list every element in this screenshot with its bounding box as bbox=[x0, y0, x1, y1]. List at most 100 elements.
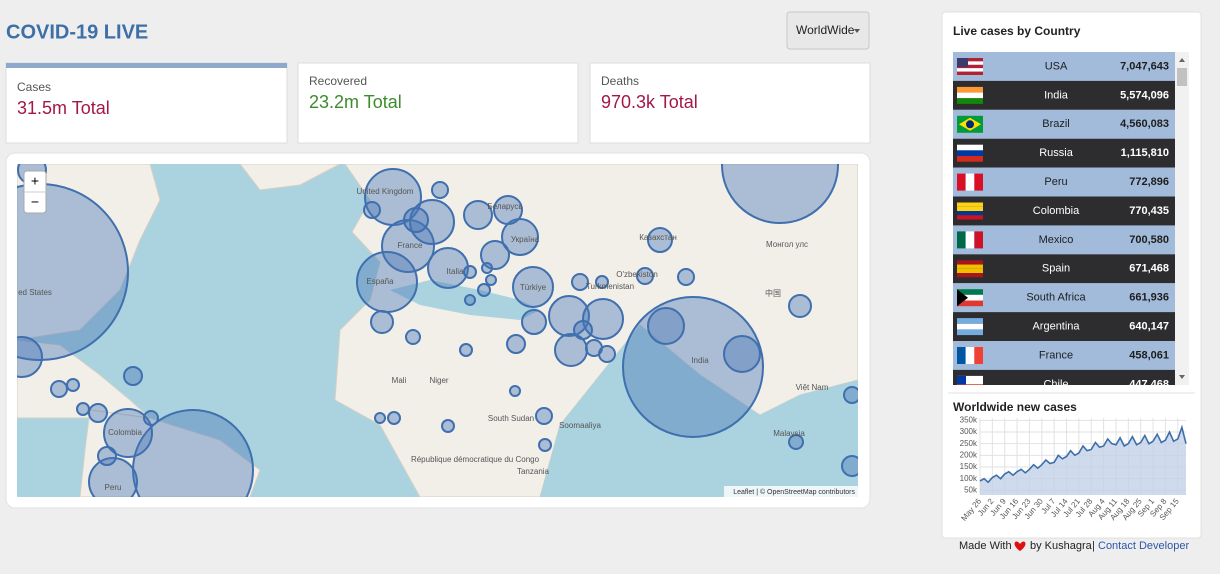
case-circle[interactable] bbox=[463, 265, 477, 279]
case-circle[interactable] bbox=[485, 274, 497, 286]
case-circle[interactable] bbox=[788, 434, 804, 450]
case-circle[interactable] bbox=[509, 385, 521, 397]
case-circle[interactable] bbox=[512, 266, 554, 308]
row-bg bbox=[953, 283, 1175, 313]
dropdown-label[interactable]: WorldWide bbox=[796, 23, 855, 37]
heart bbox=[1014, 541, 1026, 551]
case-circle[interactable] bbox=[381, 219, 435, 273]
case-circle[interactable] bbox=[521, 309, 547, 335]
case-circle[interactable] bbox=[721, 107, 839, 224]
table-row[interactable]: USA 7,047,643 bbox=[953, 52, 1175, 81]
stat-card[interactable]: Recovered 23.2m Total bbox=[297, 62, 579, 144]
case-circle[interactable] bbox=[548, 295, 590, 337]
case-circle[interactable] bbox=[788, 294, 812, 318]
case-circle[interactable] bbox=[88, 403, 108, 423]
case-circle[interactable] bbox=[598, 345, 616, 363]
line bbox=[979, 424, 1187, 484]
stat-card[interactable]: Deaths 970.3k Total bbox=[589, 62, 871, 144]
table-row[interactable]: South Africa 661,936 bbox=[953, 283, 1175, 313]
case-count: 700,580 bbox=[1129, 234, 1169, 246]
row-bg bbox=[953, 138, 1175, 168]
table-row[interactable]: Russia 1,115,810 bbox=[953, 138, 1175, 168]
dropdown[interactable]: WorldWide bbox=[786, 11, 870, 50]
table-row[interactable]: Peru 772,896 bbox=[953, 167, 1175, 197]
case-circle[interactable] bbox=[387, 411, 401, 425]
case-circle[interactable] bbox=[431, 181, 449, 199]
country-name: Colombia bbox=[1033, 205, 1080, 217]
area bbox=[980, 427, 1186, 495]
case-circle[interactable] bbox=[493, 195, 523, 225]
table-row[interactable]: Mexico 700,580 bbox=[953, 225, 1175, 255]
case-circle[interactable] bbox=[374, 412, 386, 424]
case-circle[interactable] bbox=[2, 336, 43, 378]
row-bg bbox=[953, 369, 1175, 385]
case-circle[interactable] bbox=[622, 296, 764, 438]
case-circle[interactable] bbox=[403, 207, 429, 233]
case-circle[interactable] bbox=[441, 419, 455, 433]
case-circle[interactable] bbox=[66, 378, 80, 392]
case-circle[interactable] bbox=[370, 310, 394, 334]
table-row[interactable]: Colombia 770,435 bbox=[953, 196, 1175, 226]
case-circle[interactable] bbox=[363, 201, 381, 219]
case-circle[interactable] bbox=[143, 410, 159, 426]
map-label: Colombia bbox=[108, 428, 142, 437]
y-tick-label: 150k bbox=[960, 462, 978, 471]
case-circle[interactable] bbox=[538, 438, 552, 452]
case-circle[interactable] bbox=[76, 402, 90, 416]
map-label: Tanzania bbox=[517, 467, 550, 476]
card-box bbox=[5, 62, 288, 144]
case-circle[interactable] bbox=[571, 273, 589, 291]
case-circle[interactable] bbox=[481, 262, 493, 274]
case-circle[interactable] bbox=[480, 240, 510, 270]
case-circle[interactable] bbox=[463, 200, 493, 230]
footer-link[interactable]: Contact Developer bbox=[1098, 540, 1189, 552]
case-circle[interactable] bbox=[843, 386, 860, 404]
case-circle[interactable] bbox=[723, 335, 761, 373]
scrollbar-track[interactable] bbox=[1175, 52, 1189, 385]
zoom-out[interactable]: − bbox=[31, 194, 39, 210]
case-count: 7,047,643 bbox=[1120, 60, 1169, 72]
stat-card[interactable]: Cases 31.5m Total bbox=[5, 62, 288, 144]
case-circle[interactable] bbox=[464, 294, 476, 306]
case-circle[interactable] bbox=[506, 334, 526, 354]
case-circle[interactable] bbox=[535, 407, 553, 425]
case-circle[interactable] bbox=[88, 457, 138, 506]
case-count: 770,435 bbox=[1129, 205, 1169, 217]
case-circle[interactable] bbox=[647, 227, 673, 253]
case-circle[interactable] bbox=[573, 320, 593, 340]
flag-stripe bbox=[957, 318, 983, 324]
case-circle[interactable] bbox=[677, 268, 695, 286]
dropdown-box[interactable] bbox=[786, 11, 870, 50]
case-circle[interactable] bbox=[97, 446, 117, 466]
table-row[interactable]: France 458,061 bbox=[953, 341, 1175, 370]
case-circle[interactable] bbox=[409, 199, 455, 245]
map-label: Italia bbox=[447, 267, 464, 276]
table-row[interactable]: Chile 447,468 bbox=[953, 369, 1175, 399]
zoom-control[interactable]: +− bbox=[23, 170, 47, 214]
case-circle[interactable] bbox=[647, 307, 685, 345]
row-bg bbox=[953, 109, 1175, 139]
case-circle[interactable] bbox=[123, 366, 143, 386]
map-label: Монгол улс bbox=[766, 240, 808, 249]
zoom-in[interactable]: + bbox=[31, 173, 39, 189]
country-name: Argentina bbox=[1032, 321, 1080, 333]
row-bg bbox=[953, 225, 1175, 255]
case-circle[interactable] bbox=[477, 283, 491, 297]
case-circle[interactable] bbox=[841, 455, 862, 477]
table-row[interactable]: Brazil 4,560,083 bbox=[953, 109, 1175, 139]
case-circle[interactable] bbox=[103, 408, 153, 458]
flag-stripe bbox=[965, 173, 975, 191]
flag-stripe bbox=[957, 98, 983, 104]
case-circle[interactable] bbox=[50, 380, 68, 398]
scrollbar-thumb[interactable] bbox=[1177, 68, 1187, 86]
case-circle[interactable] bbox=[582, 298, 624, 340]
case-circle[interactable] bbox=[595, 275, 609, 289]
case-circle[interactable] bbox=[459, 343, 473, 357]
case-circle[interactable] bbox=[405, 329, 421, 345]
row-bg bbox=[953, 341, 1175, 370]
case-circle[interactable] bbox=[636, 267, 654, 285]
table-row[interactable]: India 5,574,096 bbox=[953, 80, 1175, 110]
table-row[interactable]: Argentina 640,147 bbox=[953, 312, 1175, 342]
table-row[interactable]: Spain 671,468 bbox=[953, 254, 1175, 284]
case-circle[interactable] bbox=[427, 247, 469, 289]
